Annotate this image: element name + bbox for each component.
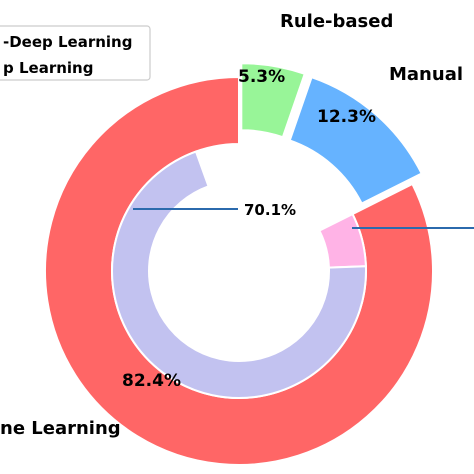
machine-learning-label: ne Learning (0, 418, 121, 439)
legend-entry-1: -Deep Learning (3, 33, 132, 51)
manual-value: 12.3% (317, 107, 376, 127)
outer-ring (44, 62, 434, 466)
machine-learning-value: 82.4% (122, 371, 181, 391)
outer-slice-rule (240, 62, 307, 139)
legend-entry-2: p Learning (3, 59, 93, 77)
inner-ring (111, 150, 367, 399)
legend: -Deep Learning p Learning (0, 25, 151, 81)
manual-label: Manual (389, 64, 463, 85)
inner-slice-deep (111, 150, 367, 399)
rule-based-label: Rule-based (280, 11, 393, 32)
rule-based-value: 5.3% (238, 67, 285, 87)
deep-learning-value: 70.1% (244, 201, 296, 219)
outer-slice-manual (288, 75, 423, 205)
legend-box (0, 25, 151, 81)
annotation-lines (133, 208, 474, 229)
